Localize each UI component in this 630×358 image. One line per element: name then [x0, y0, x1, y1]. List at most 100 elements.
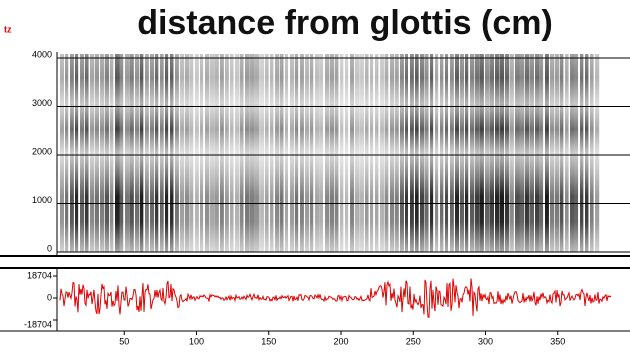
- striation: [510, 54, 514, 252]
- striation: [75, 54, 79, 252]
- striation: [190, 54, 194, 252]
- y-tick-label: -18704: [24, 319, 52, 329]
- striation: [145, 54, 149, 252]
- striation: [490, 54, 494, 252]
- striation: [205, 54, 210, 252]
- striation: [350, 54, 355, 252]
- striation: [150, 54, 155, 252]
- unit-label: tz: [4, 24, 12, 34]
- striation: [155, 54, 159, 252]
- y-tick-label: 4000: [32, 49, 52, 59]
- striation: [110, 54, 114, 252]
- striation: [365, 54, 369, 252]
- title: distance from glottis (cm): [137, 4, 553, 42]
- x-tick-label: 350: [550, 336, 565, 346]
- striation: [500, 54, 505, 252]
- striation: [120, 54, 124, 252]
- striation: [230, 54, 234, 252]
- striation: [85, 54, 89, 252]
- striation: [400, 54, 404, 252]
- striation: [570, 54, 575, 252]
- x-tick-label: 250: [406, 336, 421, 346]
- striation: [225, 54, 229, 252]
- striation: [285, 54, 289, 252]
- striation: [310, 54, 314, 252]
- striation: [430, 54, 434, 252]
- striation: [445, 54, 449, 252]
- striation: [415, 54, 419, 252]
- striation: [340, 54, 344, 252]
- striation: [550, 54, 555, 252]
- x-tick-label: 200: [333, 336, 348, 346]
- striation: [555, 54, 560, 252]
- striation: [480, 54, 484, 252]
- striation: [395, 54, 399, 252]
- striation: [60, 54, 64, 252]
- striation: [475, 54, 480, 252]
- striation: [370, 54, 374, 252]
- striation: [165, 54, 169, 252]
- striation: [410, 54, 414, 252]
- striation: [515, 54, 520, 252]
- striation: [470, 54, 475, 252]
- striation: [115, 54, 120, 252]
- striation: [265, 54, 269, 252]
- striation: [215, 54, 219, 252]
- striation: [360, 54, 364, 252]
- striation: [260, 54, 265, 252]
- striation: [280, 54, 284, 252]
- striation: [450, 54, 454, 252]
- y-tick-label: 0: [47, 292, 52, 302]
- striation: [565, 54, 569, 252]
- striation: [185, 54, 190, 252]
- striation: [420, 54, 425, 252]
- x-tick-label: 150: [261, 336, 276, 346]
- y-tick-label: 2000: [32, 146, 52, 156]
- striation: [220, 54, 224, 252]
- striation: [195, 54, 199, 252]
- striation: [385, 54, 389, 252]
- striation: [320, 54, 324, 252]
- striation: [405, 54, 409, 252]
- striation: [455, 54, 460, 252]
- striation: [425, 54, 429, 252]
- y-tick-label: 1000: [32, 195, 52, 205]
- striation: [535, 54, 540, 252]
- striation: [290, 54, 295, 252]
- striation: [330, 54, 335, 252]
- striation: [125, 54, 130, 252]
- striation: [595, 54, 600, 252]
- striation: [375, 54, 379, 252]
- striation: [440, 54, 444, 252]
- striation: [160, 54, 164, 252]
- y-tick-label: 0: [47, 243, 52, 253]
- striation: [175, 54, 179, 252]
- striation: [245, 54, 250, 252]
- x-tick-label: 100: [189, 336, 204, 346]
- striation: [270, 54, 274, 252]
- x-tick-label: 50: [119, 336, 129, 346]
- striation: [315, 54, 320, 252]
- striation: [235, 54, 240, 252]
- striation: [460, 54, 465, 252]
- striation: [380, 54, 385, 252]
- striation: [105, 54, 110, 252]
- striation: [560, 54, 564, 252]
- striation: [390, 54, 395, 252]
- striation: [130, 54, 134, 252]
- striation: [275, 54, 280, 252]
- striation: [140, 54, 144, 252]
- striation: [505, 54, 510, 252]
- y-tick-label: 3000: [32, 98, 52, 108]
- striation: [575, 54, 579, 252]
- striation: [545, 54, 549, 252]
- striation: [465, 54, 469, 252]
- striation: [325, 54, 330, 252]
- striation: [495, 54, 500, 252]
- striation: [520, 54, 525, 252]
- striation: [585, 54, 589, 252]
- striation: [530, 54, 535, 252]
- striation: [335, 54, 339, 252]
- striation: [485, 54, 490, 252]
